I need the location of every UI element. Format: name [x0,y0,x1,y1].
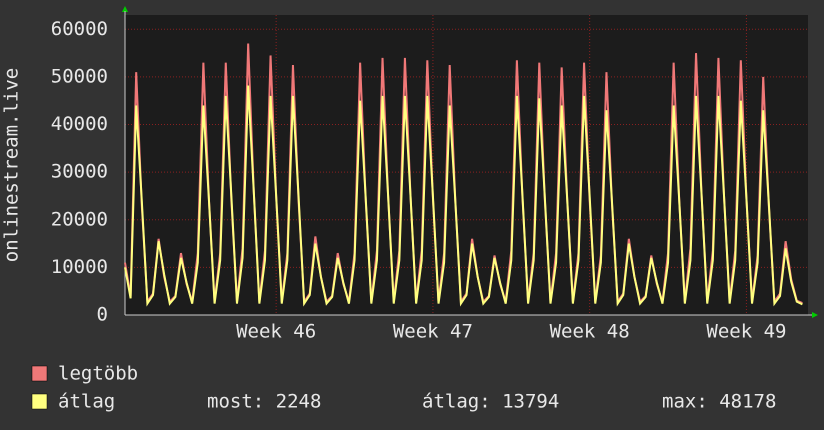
series-line [124,85,803,307]
x-tick-label: Week 47 [393,321,473,343]
legend-swatch [31,365,48,382]
legend-label: átlag [58,391,115,413]
axis-arrow [122,6,128,12]
legend-stat: max: 48178 [662,391,776,413]
y-tick-label: 10000 [51,256,108,278]
x-tick-label: Week 48 [550,321,630,343]
y-tick-label: 0 [97,304,108,326]
legend-stat: most: 2248 [207,391,321,413]
x-tick-label: Week 46 [236,321,316,343]
x-tick-label: Week 49 [706,321,786,343]
legend-swatch [31,393,48,410]
y-tick-label: 60000 [51,18,108,40]
y-tick-label: 30000 [51,161,108,183]
y-tick-label: 50000 [51,65,108,87]
legend-label: legtöbb [58,363,138,385]
y-tick-label: 20000 [51,208,108,230]
axis-arrow [812,312,818,318]
y-tick-label: 40000 [51,113,108,135]
legend-stat: átlag: 13794 [422,391,559,413]
y-axis-title: onlinestream.live [1,68,23,262]
